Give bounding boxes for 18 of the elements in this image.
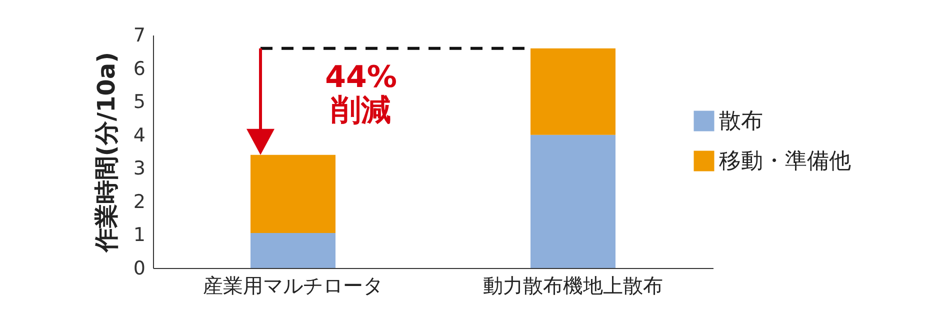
y-tick-label: 3 (133, 158, 146, 180)
x-tick-label: 産業用マルチロータ (203, 274, 383, 298)
y-axis-title: 作業時間(分/10a) (92, 52, 120, 254)
bar (250, 154, 336, 234)
legend-label: 移動・準備他 (719, 149, 851, 174)
y-tick-label: 7 (133, 24, 146, 46)
annotation: 44% 削減 (325, 60, 397, 128)
x-tick-label: 動力散布機地上散布 (483, 274, 663, 298)
y-tick-label: 5 (133, 91, 146, 114)
y-tick-label: 1 (133, 224, 146, 246)
bar (250, 233, 336, 268)
y-tick-label: 0 (133, 258, 146, 280)
bar (530, 134, 616, 268)
bar (530, 48, 616, 135)
y-tick-label: 6 (133, 58, 146, 80)
y-tick-label: 4 (133, 124, 146, 146)
y-tick-label: 2 (133, 190, 146, 213)
legend-label: 散布 (719, 109, 763, 134)
